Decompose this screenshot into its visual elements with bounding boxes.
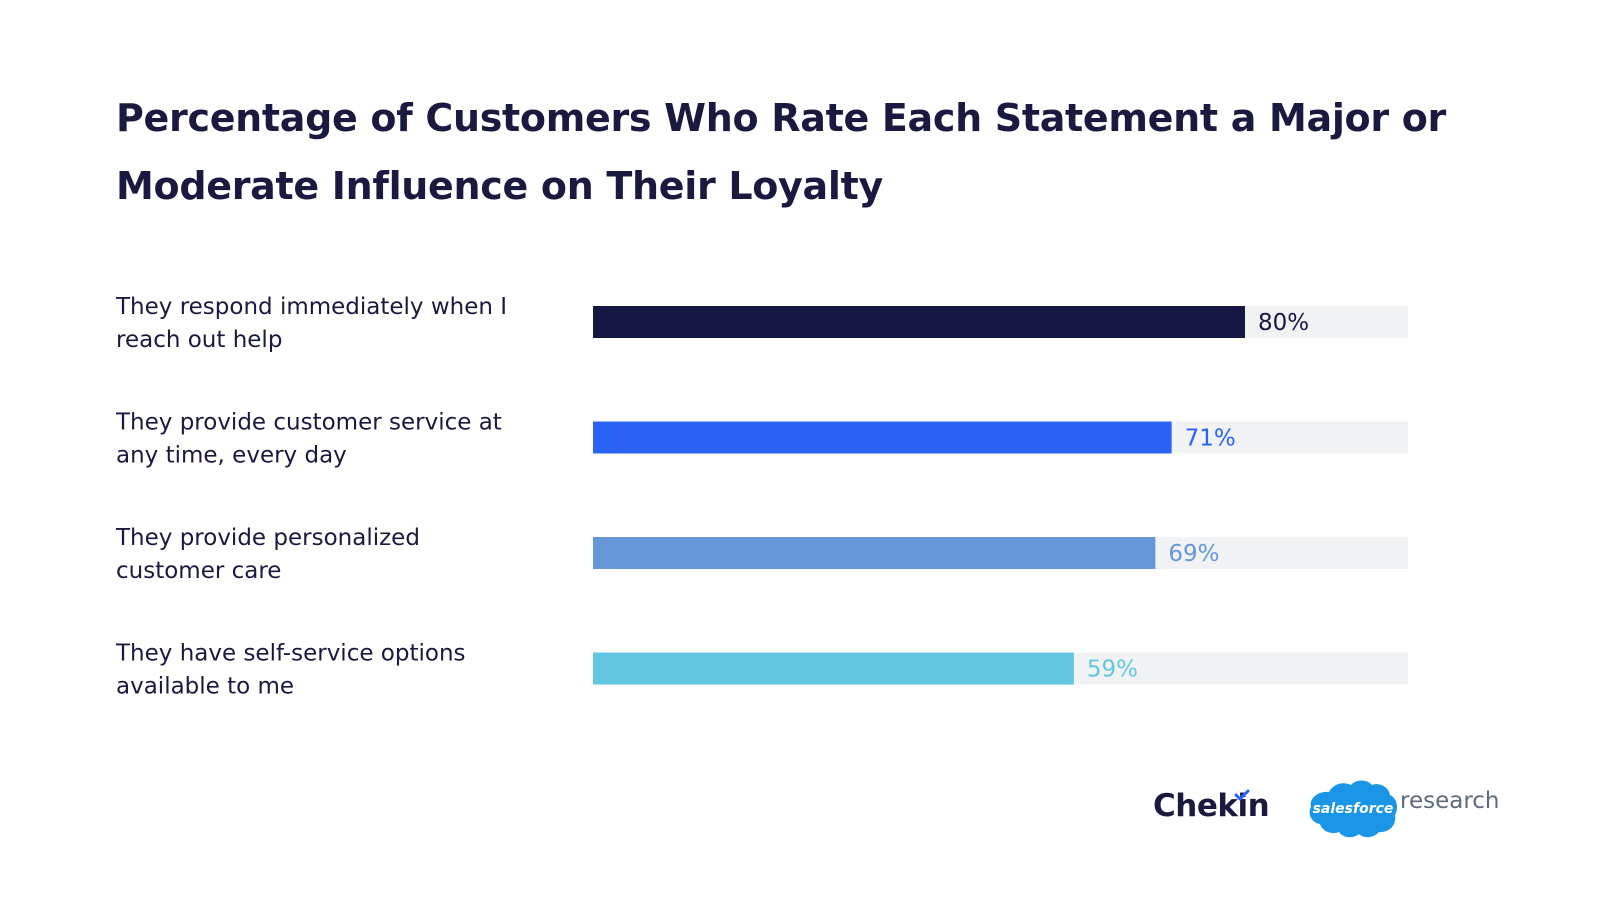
category-label-line: customer care bbox=[116, 558, 281, 584]
category-label-line: reach out help bbox=[116, 327, 282, 353]
checkmark-icon bbox=[1234, 789, 1250, 801]
category-label: They respond immediately when I reach out… bbox=[115, 294, 507, 353]
salesforce-wordmark: salesforce bbox=[1313, 801, 1394, 817]
category-label-line: They have self-service options bbox=[115, 641, 466, 667]
data-label: 80% bbox=[1258, 310, 1309, 336]
salesforce-research-label: research bbox=[1400, 788, 1500, 814]
data-label: 59% bbox=[1087, 657, 1138, 683]
cloud-icon bbox=[1309, 780, 1398, 838]
category-label-line: They respond immediately when I bbox=[115, 294, 507, 320]
category-label-line: available to me bbox=[116, 674, 294, 700]
bar bbox=[593, 652, 1074, 685]
chart-title: Percentage of Customers Who Rate Each St… bbox=[116, 96, 1446, 208]
category-label: They have self-service options available … bbox=[115, 641, 466, 700]
bar bbox=[593, 306, 1245, 338]
category-label: They provide personalized customer care bbox=[115, 525, 420, 584]
category-label-line: any time, every day bbox=[116, 443, 347, 469]
chekin-logo: Chekin bbox=[1153, 788, 1270, 824]
category-label-line: They provide customer service at bbox=[115, 410, 502, 436]
category-label-line: They provide personalized bbox=[115, 525, 420, 551]
bar bbox=[593, 421, 1172, 454]
data-label: 69% bbox=[1168, 541, 1219, 567]
bar bbox=[593, 537, 1156, 569]
data-label: 71% bbox=[1185, 426, 1236, 452]
salesforce-cloud-logo: salesforce bbox=[1309, 780, 1398, 838]
category-label: They provide customer service at any time… bbox=[115, 410, 502, 469]
